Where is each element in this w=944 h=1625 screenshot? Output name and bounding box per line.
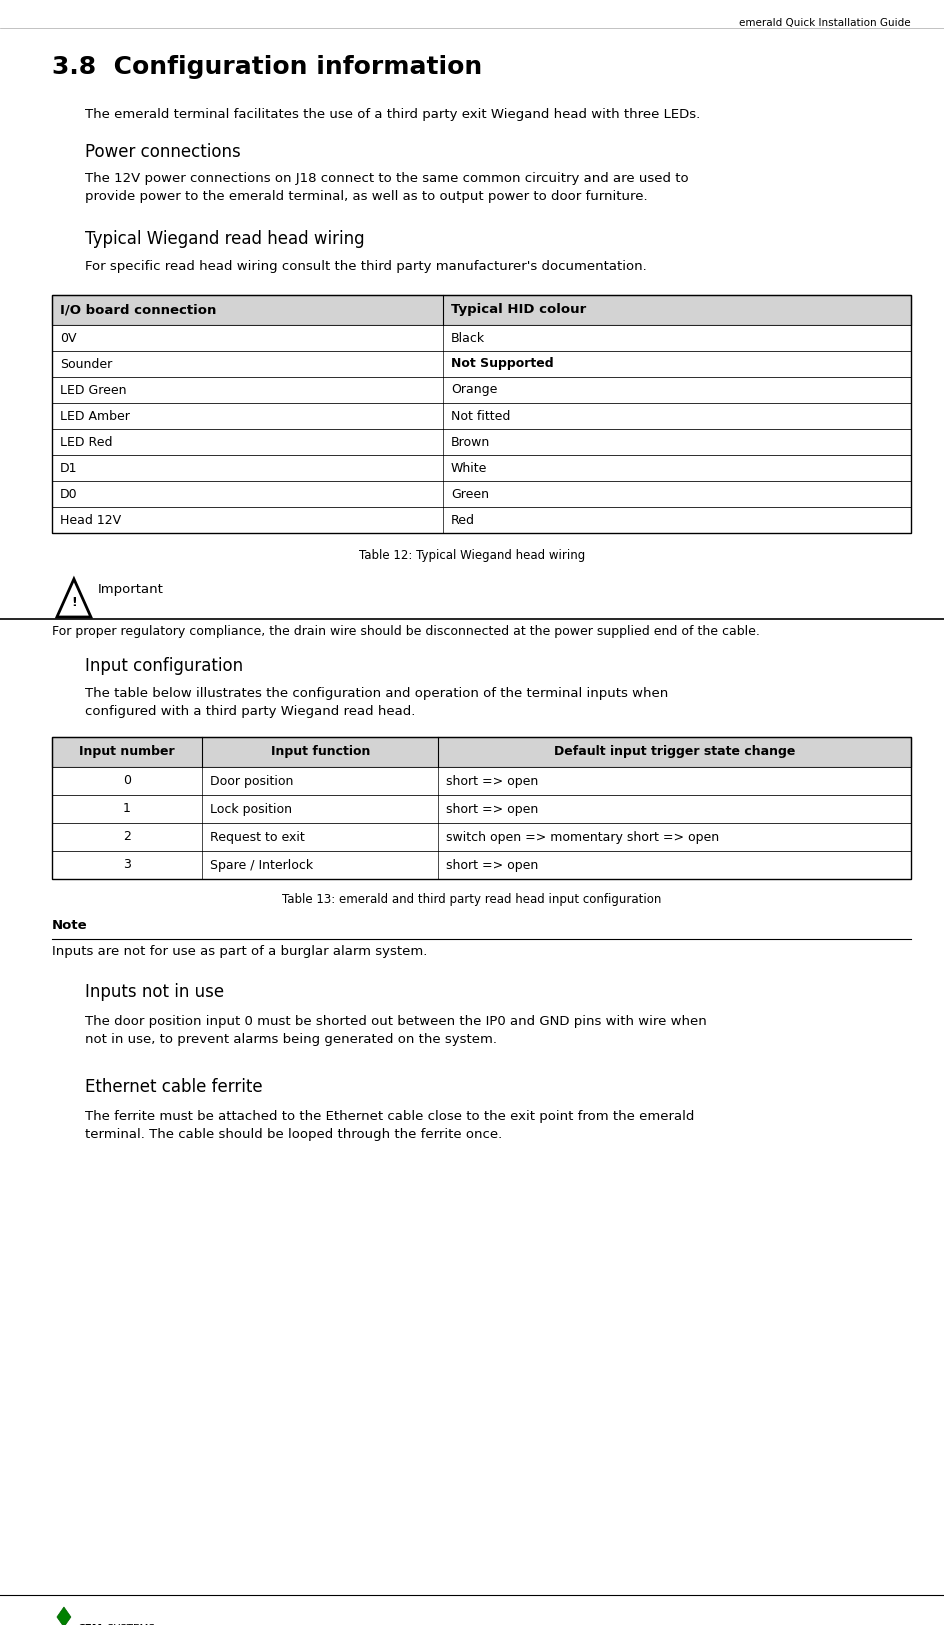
Text: Input function: Input function	[271, 746, 370, 759]
Text: switch open => momentary short => open: switch open => momentary short => open	[447, 830, 719, 843]
Text: Door position: Door position	[211, 775, 294, 788]
Text: LED Green: LED Green	[59, 384, 126, 396]
Text: short => open: short => open	[447, 775, 539, 788]
Bar	[52, 296, 911, 325]
Bar	[52, 507, 911, 533]
Text: Default input trigger state change: Default input trigger state change	[554, 746, 796, 759]
Text: Typical HID colour: Typical HID colour	[451, 304, 586, 317]
Text: short => open: short => open	[447, 858, 539, 871]
Text: Request to exit: Request to exit	[211, 830, 305, 843]
Text: Note: Note	[52, 920, 88, 933]
Text: The emerald terminal facilitates the use of a third party exit Wiegand head with: The emerald terminal facilitates the use…	[85, 107, 700, 120]
Text: Input configuration: Input configuration	[85, 656, 244, 674]
Text: Not Supported: Not Supported	[451, 358, 553, 370]
Text: Brown: Brown	[451, 436, 490, 448]
Text: LED Red: LED Red	[59, 436, 112, 448]
Bar	[52, 403, 911, 429]
Bar	[52, 351, 911, 377]
Text: Input number: Input number	[79, 746, 175, 759]
Text: 1: 1	[123, 803, 131, 816]
Bar	[52, 455, 911, 481]
Text: The ferrite must be attached to the Ethernet cable close to the exit point from : The ferrite must be attached to the Ethe…	[85, 1110, 695, 1141]
Bar	[52, 481, 911, 507]
Text: Table 12: Typical Wiegand head wiring: Table 12: Typical Wiegand head wiring	[359, 549, 585, 562]
Bar	[52, 738, 911, 767]
Text: !: !	[71, 596, 76, 609]
Text: Orange: Orange	[451, 384, 497, 396]
Bar	[52, 795, 911, 822]
Text: The table below illustrates the configuration and operation of the terminal inpu: The table below illustrates the configur…	[85, 687, 668, 718]
Text: short => open: short => open	[447, 803, 539, 816]
Bar	[52, 738, 911, 879]
Bar	[52, 377, 911, 403]
Text: Not fitted: Not fitted	[451, 410, 510, 422]
Text: For specific read head wiring consult the third party manufacturer's documentati: For specific read head wiring consult th…	[85, 260, 647, 273]
Text: I/O board connection: I/O board connection	[59, 304, 216, 317]
Text: Sounder: Sounder	[59, 358, 112, 370]
Text: The door position input 0 must be shorted out between the IP0 and GND pins with : The door position input 0 must be shorte…	[85, 1016, 707, 1046]
Polygon shape	[57, 578, 91, 618]
Text: D1: D1	[59, 461, 77, 474]
Text: Table 13: emerald and third party read head input configuration: Table 13: emerald and third party read h…	[282, 894, 662, 907]
Text: Head 12V: Head 12V	[59, 514, 121, 526]
Text: D0: D0	[59, 488, 77, 500]
Text: 2: 2	[123, 830, 131, 843]
Bar	[52, 852, 911, 879]
Text: The 12V power connections on J18 connect to the same common circuitry and are us: The 12V power connections on J18 connect…	[85, 172, 688, 203]
Bar	[52, 767, 911, 795]
Text: 0: 0	[123, 775, 131, 788]
Bar	[52, 822, 911, 852]
Text: White: White	[451, 461, 487, 474]
Text: Inputs not in use: Inputs not in use	[85, 983, 224, 1001]
Bar	[52, 325, 911, 351]
Text: 3: 3	[123, 858, 131, 871]
Text: Typical Wiegand read head wiring: Typical Wiegand read head wiring	[85, 231, 364, 249]
Text: Inputs are not for use as part of a burglar alarm system.: Inputs are not for use as part of a burg…	[52, 946, 428, 959]
Text: Important: Important	[98, 582, 164, 595]
Bar	[52, 296, 911, 533]
Text: LED Amber: LED Amber	[59, 410, 129, 422]
Text: Green: Green	[451, 488, 489, 500]
Text: 3.8  Configuration information: 3.8 Configuration information	[52, 55, 482, 80]
Text: 0V: 0V	[59, 332, 76, 344]
Text: For proper regulatory compliance, the drain wire should be disconnected at the p: For proper regulatory compliance, the dr…	[52, 626, 760, 639]
Text: Black: Black	[451, 332, 485, 344]
Text: Red: Red	[451, 514, 475, 526]
Text: Lock position: Lock position	[211, 803, 293, 816]
Text: emerald Quick Installation Guide: emerald Quick Installation Guide	[739, 18, 911, 28]
Text: Spare / Interlock: Spare / Interlock	[211, 858, 313, 871]
Text: Power connections: Power connections	[85, 143, 241, 161]
Bar	[52, 429, 911, 455]
Polygon shape	[57, 1607, 71, 1625]
Text: Ethernet cable ferrite: Ethernet cable ferrite	[85, 1077, 262, 1095]
